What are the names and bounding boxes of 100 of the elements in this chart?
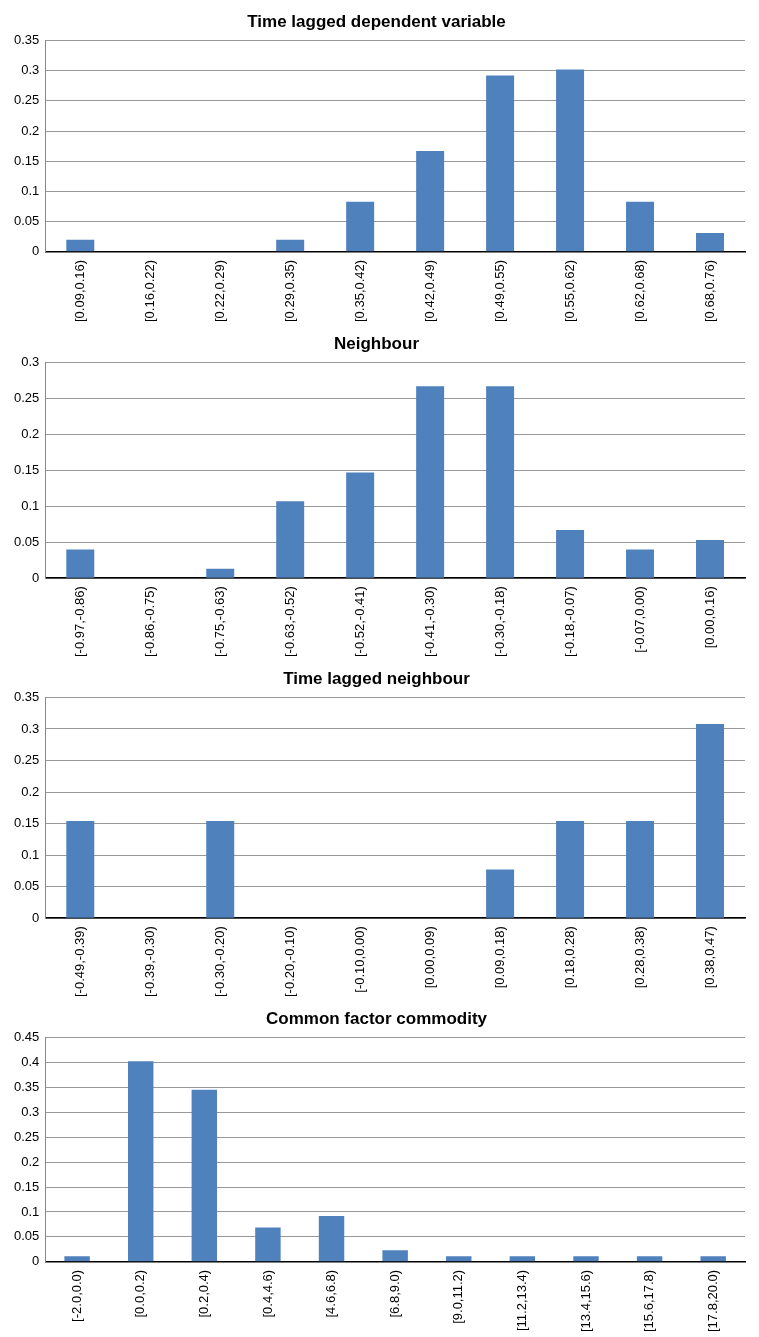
x-tick-label: [0.55,0.62) <box>561 259 577 322</box>
bar <box>556 529 585 578</box>
y-tick-label: 0.2 <box>21 783 40 799</box>
y-tick-label: 0.35 <box>13 31 40 47</box>
bar <box>696 540 725 578</box>
x-tick-label: [0.22,0.29) <box>211 259 227 322</box>
bar <box>486 75 515 252</box>
y-tick-label: 0.15 <box>13 1178 40 1194</box>
x-tick-label: [-0.10,0.00) <box>351 926 367 993</box>
x-tick-label: [0.0,0.2) <box>132 1269 148 1318</box>
bar <box>255 1227 281 1262</box>
x-tick-label: [-2.0,0.0) <box>68 1269 84 1322</box>
x-tick-label: [9.0,11.2) <box>450 1269 466 1324</box>
y-tick-label: 0.1 <box>21 846 40 862</box>
bar <box>556 821 585 918</box>
x-tick-label: [-0.30,-0.20) <box>211 926 227 998</box>
bar <box>66 821 95 918</box>
x-tick-label: [11.2,13.4) <box>513 1269 529 1332</box>
x-tick-label: [0.00,0.09) <box>421 926 437 989</box>
x-tick-label: [-0.07,0.00) <box>631 586 647 653</box>
bar <box>416 386 445 578</box>
x-tick-label: [-0.41,-0.30) <box>421 586 437 658</box>
y-tick-label: 0.25 <box>13 92 40 108</box>
bar <box>127 1061 154 1262</box>
x-tick-label: [0.35,0.42) <box>351 259 367 322</box>
bar <box>318 1215 345 1262</box>
x-tick-label: [0.28,0.38) <box>631 926 647 989</box>
y-tick-label: 0.2 <box>21 1153 40 1169</box>
bar <box>276 501 305 578</box>
bar <box>206 821 235 918</box>
x-tick-label: [-0.20,-0.10) <box>281 926 297 998</box>
x-tick-label: [0.38,0.47) <box>701 926 717 989</box>
x-tick-label: [-0.30,-0.18) <box>491 586 507 658</box>
x-tick-label: [-0.75,-0.63) <box>211 586 227 658</box>
y-tick-label: 0.1 <box>21 183 40 199</box>
bar <box>64 1256 90 1262</box>
y-tick-label: 0.15 <box>13 461 40 477</box>
y-tick-label: 0 <box>32 569 40 585</box>
y-tick-label: 0 <box>32 243 40 259</box>
bar <box>556 69 585 252</box>
x-tick-label: [15.6,17.8) <box>641 1269 657 1332</box>
x-tick-label: [0.4,4.6) <box>259 1269 275 1318</box>
bar <box>346 472 375 578</box>
x-tick-label: [-0.63,-0.52) <box>281 586 297 658</box>
x-tick-label: [0.62,0.68) <box>631 259 647 322</box>
y-tick-label: 0.35 <box>13 1078 40 1094</box>
bar <box>626 821 655 918</box>
y-tick-label: 0.4 <box>21 1053 40 1069</box>
x-tick-label: [0.68,0.76) <box>701 259 717 322</box>
y-tick-label: 0.45 <box>13 1028 40 1044</box>
x-tick-label: [0.09,0.16) <box>71 259 87 322</box>
x-tick-label: [-0.52,-0.41) <box>351 586 367 658</box>
x-tick-label: [0.18,0.28) <box>561 926 577 989</box>
bar <box>416 150 445 252</box>
x-tick-label: [0.29,0.35) <box>281 259 297 322</box>
chart-title: Common factor commodity <box>265 1008 488 1028</box>
bar <box>382 1250 408 1262</box>
bar <box>346 201 375 252</box>
y-tick-label: 0.3 <box>21 1103 40 1119</box>
x-tick-label: [-0.86,-0.75) <box>141 586 157 658</box>
x-tick-label: [0.49,0.55) <box>491 259 507 322</box>
x-tick-label: [0.00,0.16) <box>701 586 717 649</box>
y-tick-label: 0.3 <box>21 720 40 736</box>
y-tick-label: 0.15 <box>13 815 40 831</box>
x-tick-label: [17.8,20.0) <box>704 1269 720 1332</box>
chart-title: Time lagged neighbour <box>283 668 471 688</box>
y-tick-label: 0.35 <box>13 688 40 704</box>
x-tick-label: [0.42,0.49) <box>421 259 437 322</box>
y-tick-label: 0.05 <box>13 533 40 549</box>
chart-title: Time lagged dependent variable <box>247 11 506 31</box>
x-tick-label: [6.8,9.0) <box>386 1269 402 1318</box>
bar <box>573 1256 599 1262</box>
y-tick-label: 0.25 <box>13 389 40 405</box>
bar <box>626 549 655 578</box>
x-tick-label: [-0.97,-0.86) <box>71 586 87 658</box>
y-tick-label: 0.2 <box>21 122 40 138</box>
y-tick-label: 0.1 <box>21 1203 40 1219</box>
y-tick-label: 0.05 <box>13 1228 40 1244</box>
bar <box>486 869 515 918</box>
y-tick-label: 0.1 <box>21 497 40 513</box>
x-tick-label: [0.09,0.18) <box>491 926 507 989</box>
bar <box>66 239 95 252</box>
x-tick-label: [-0.49,-0.39) <box>71 926 87 998</box>
bar <box>446 1256 472 1262</box>
bar <box>636 1256 663 1262</box>
x-tick-label: [-0.18,-0.07) <box>561 586 577 658</box>
bar <box>696 723 725 918</box>
bar <box>696 233 725 252</box>
chart-title: Neighbour <box>334 333 420 353</box>
y-tick-label: 0.3 <box>21 62 40 78</box>
y-tick-label: 0 <box>32 1253 40 1269</box>
bar <box>486 386 515 578</box>
bar <box>206 568 235 578</box>
y-tick-label: 0.3 <box>21 353 40 369</box>
x-tick-label: [-0.39,-0.30) <box>141 926 157 998</box>
x-tick-label: [4.6,6.8) <box>323 1269 339 1318</box>
bar <box>626 201 655 252</box>
y-tick-label: 0.15 <box>13 152 40 168</box>
bar <box>66 549 95 578</box>
y-tick-label: 0.25 <box>13 752 40 768</box>
